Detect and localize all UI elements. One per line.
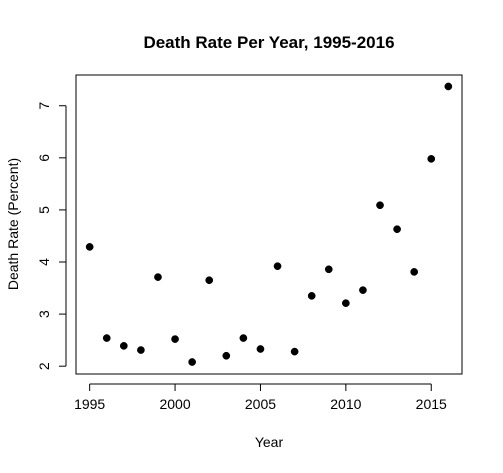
data-point <box>171 335 179 343</box>
data-point <box>154 273 162 281</box>
x-tick-label: 2000 <box>159 396 190 412</box>
data-point <box>205 276 214 285</box>
x-tick-label: 1995 <box>74 396 105 412</box>
data-point <box>273 262 282 271</box>
x-axis-label: Year <box>255 434 284 450</box>
data-points <box>85 82 453 366</box>
data-point <box>376 201 384 210</box>
y-axis-label: Death Rate (Percent) <box>5 158 21 290</box>
y-tick-label: 7 <box>36 102 52 110</box>
y-tick-label: 5 <box>36 206 52 214</box>
data-point <box>393 225 401 234</box>
data-point <box>222 351 231 360</box>
y-tick-label: 4 <box>36 258 52 266</box>
data-point <box>239 334 248 342</box>
x-tick-label: 2005 <box>245 396 276 412</box>
y-axis: 2 3 4 5 6 7 <box>36 102 67 370</box>
data-point <box>119 342 128 350</box>
x-axis: 1995 2000 2005 2010 2015 <box>74 383 447 412</box>
plot-frame <box>75 74 463 375</box>
data-point <box>102 334 111 342</box>
data-point <box>444 82 453 91</box>
data-point <box>188 358 196 366</box>
data-point <box>324 265 333 274</box>
data-point <box>85 243 94 251</box>
x-tick-label: 2010 <box>330 396 361 412</box>
data-point <box>307 292 316 300</box>
data-point <box>256 345 265 353</box>
data-point <box>427 155 436 163</box>
y-tick-label: 6 <box>36 154 52 162</box>
data-point <box>359 286 367 294</box>
data-point <box>410 268 419 276</box>
chart-title: Death Rate Per Year, 1995-2016 <box>143 33 394 52</box>
data-point <box>290 347 299 356</box>
data-point <box>342 299 350 308</box>
y-tick-label: 3 <box>36 310 52 318</box>
x-tick-label: 2015 <box>416 396 447 412</box>
y-tick-label: 2 <box>36 362 52 370</box>
data-point <box>137 346 145 354</box>
